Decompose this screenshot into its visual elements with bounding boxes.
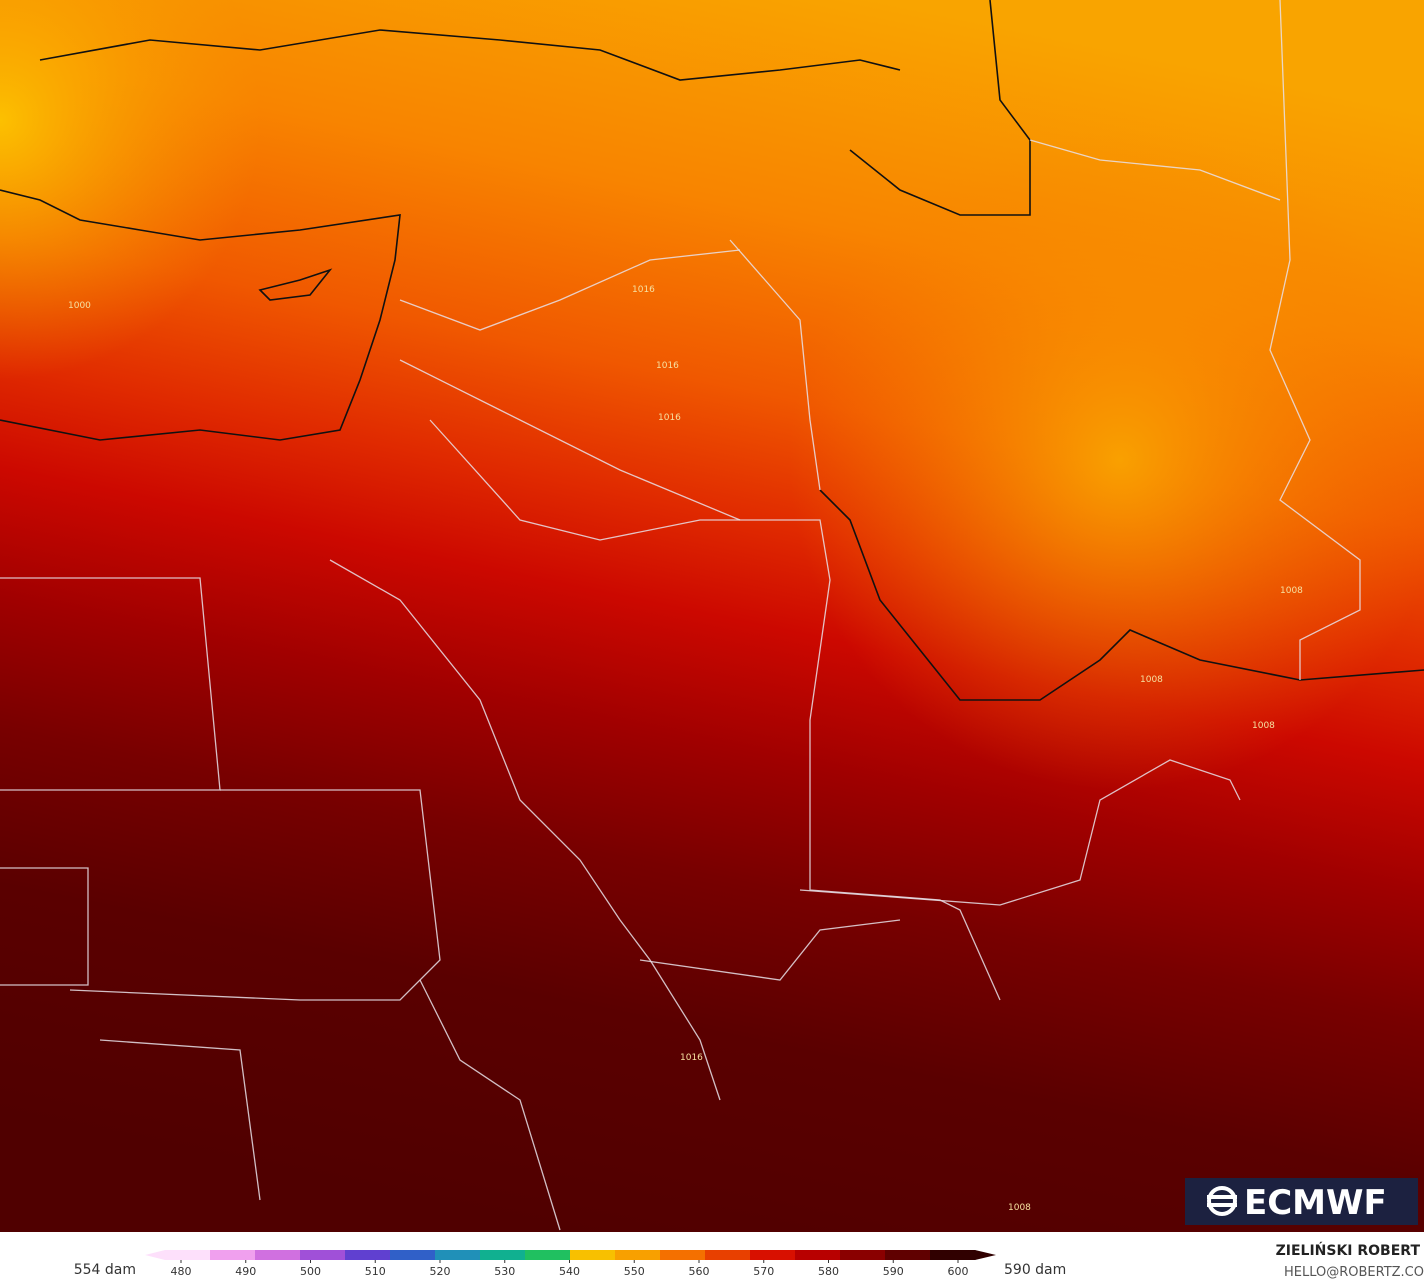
map: 1016 1016 1016 1008 1008 1008 1000 1008 1016 ECM… xyxy=(0,0,1424,1232)
colorbar-swatch xyxy=(255,1250,301,1260)
colorbar-swatch xyxy=(750,1250,796,1260)
colorbar-tick-label: 520 xyxy=(430,1265,451,1278)
coastlines xyxy=(0,0,1424,701)
colorbar-tick-label: 500 xyxy=(300,1265,321,1278)
colorbar-swatch xyxy=(930,1250,976,1260)
colorbar-swatch xyxy=(480,1250,526,1260)
colorbar-left-label: 554 dam xyxy=(74,1262,136,1278)
colorbar-arrow xyxy=(145,1250,165,1260)
contour-label: 1008 xyxy=(1252,721,1275,731)
logo-text: ECMWF xyxy=(1244,1183,1387,1223)
credit-name: ZIELIŃSKI ROBERT xyxy=(1276,1241,1421,1259)
credit-contact: HELLO@ROBERTZ.CO xyxy=(1284,1265,1424,1280)
colorbar-swatch xyxy=(615,1250,661,1260)
contour-label: 1016 xyxy=(680,1053,703,1063)
colorbar-tick-label: 540 xyxy=(559,1265,580,1278)
colorbar-swatch xyxy=(795,1250,841,1260)
colorbar-swatch xyxy=(885,1250,931,1260)
colorbar-tick-label: 590 xyxy=(883,1265,904,1278)
colorbar-swatch xyxy=(525,1250,571,1260)
field-highlight xyxy=(0,0,1424,1232)
colorbar-tick-label: 600 xyxy=(948,1265,969,1278)
colorbar-swatch xyxy=(570,1250,616,1260)
contour-label: 1016 xyxy=(658,413,681,423)
colorbar-swatch xyxy=(345,1250,391,1260)
contour-label: 1016 xyxy=(656,361,679,371)
colorbar-swatch xyxy=(660,1250,706,1260)
colorbar-arrow xyxy=(975,1250,996,1260)
colorbar-tick-label: 490 xyxy=(235,1265,256,1278)
contour-label: 1016 xyxy=(632,285,655,295)
colorbar-tick-label: 480 xyxy=(171,1265,192,1278)
colorbar-swatch xyxy=(435,1250,481,1260)
colorbar-tick-label: 570 xyxy=(753,1265,774,1278)
colorbar-right-label: 590 dam xyxy=(1004,1262,1066,1278)
colorbar-swatch xyxy=(705,1250,751,1260)
colorbar-tick-label: 580 xyxy=(818,1265,839,1278)
colorbar-swatch xyxy=(840,1250,886,1260)
colorbar-swatch xyxy=(210,1250,256,1260)
colorbar: 554 dam 590 dam 480 490 500 510 520 530 540 550… xyxy=(74,1250,1066,1278)
colorbar-tick-label: 550 xyxy=(624,1265,645,1278)
colorbar-swatch xyxy=(300,1250,346,1260)
contour-label: 1000 xyxy=(68,301,91,311)
borders xyxy=(0,0,1361,1231)
colorbar-swatch xyxy=(165,1250,211,1260)
colorbar-swatch xyxy=(390,1250,436,1260)
colorbar-tick-label: 530 xyxy=(494,1265,515,1278)
logo-icon xyxy=(1207,1186,1237,1216)
logo-box xyxy=(1185,1178,1418,1225)
contour-labels: 1016 1016 1016 1008 1008 1008 1000 1008 1016 xyxy=(68,285,1303,1213)
contour-label: 1008 xyxy=(1280,586,1303,596)
colorbar-tick-label: 560 xyxy=(689,1265,710,1278)
contour-label: 1008 xyxy=(1008,1203,1031,1213)
contour-label: 1008 xyxy=(1140,675,1163,685)
colorbar-tick-label: 510 xyxy=(365,1265,386,1278)
